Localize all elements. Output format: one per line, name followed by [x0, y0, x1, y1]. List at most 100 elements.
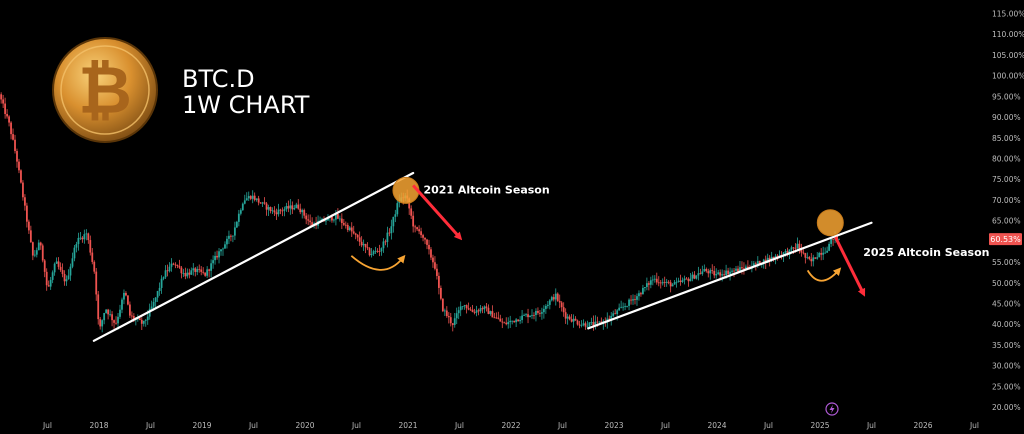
candle-body — [99, 319, 102, 327]
candle-body — [89, 240, 92, 253]
candle-body — [541, 312, 543, 314]
candle-body — [352, 231, 355, 234]
trendline — [92, 171, 415, 342]
candle-body — [281, 210, 284, 212]
candle-body — [735, 268, 737, 271]
y-tick-label: 40.00% — [992, 320, 1021, 329]
candle-body — [513, 320, 516, 323]
candle-body — [481, 308, 484, 310]
candle-body — [576, 320, 579, 325]
x-tick-label: 2019 — [192, 421, 211, 430]
candle-body — [731, 270, 733, 272]
candle-body — [626, 305, 628, 307]
annotations: 2021 Altcoin Season 2025 Altcoin Season — [423, 184, 989, 259]
candle-body — [350, 227, 353, 232]
candle-body — [610, 315, 613, 320]
annotation-label: 2021 Altcoin Season — [423, 184, 549, 197]
candle-body — [291, 205, 294, 210]
candle-body — [37, 242, 40, 251]
candle-body — [249, 196, 252, 199]
candle-body — [517, 319, 520, 322]
candle-body — [386, 232, 389, 242]
candle-body — [430, 249, 432, 258]
candle-body — [226, 238, 228, 245]
candle-body — [356, 234, 359, 238]
candle-body — [574, 318, 577, 321]
candle-body — [22, 182, 24, 198]
candle-body — [416, 227, 419, 230]
candle-body — [269, 207, 272, 212]
candle-body — [820, 252, 823, 255]
candle-body — [346, 224, 349, 231]
candle-body — [91, 252, 94, 262]
candle-body — [57, 261, 60, 267]
y-tick-label: 50.00% — [992, 279, 1021, 288]
candle-body — [651, 279, 654, 281]
candle-body — [212, 260, 214, 264]
candle-body — [511, 320, 514, 322]
candle-body — [699, 273, 702, 275]
candle-body — [45, 271, 48, 286]
y-tick-label: 100.00% — [992, 72, 1024, 81]
candle-body — [667, 281, 670, 283]
candle-body — [297, 204, 300, 209]
candle-body — [327, 217, 329, 221]
candle-body — [360, 241, 363, 246]
candle-body — [41, 245, 44, 261]
candle-body — [253, 195, 256, 200]
candle-body — [832, 238, 834, 240]
candle-body — [166, 270, 169, 272]
candle-body — [707, 271, 710, 274]
candle-body — [182, 273, 185, 274]
lightning-icon[interactable] — [825, 402, 839, 416]
candle-body — [230, 235, 232, 237]
candle-body — [772, 256, 775, 259]
candle-body — [663, 282, 666, 283]
candle-body — [661, 282, 664, 284]
candle-body — [531, 315, 533, 316]
candle-body — [655, 278, 658, 283]
y-tick-label: 20.00% — [992, 403, 1021, 412]
candle-body — [485, 306, 488, 308]
candle-body — [675, 281, 678, 283]
candle-body — [754, 263, 757, 265]
candle-body — [10, 122, 12, 135]
x-tick-label: 2020 — [295, 421, 314, 430]
candle-body — [665, 281, 668, 283]
candle-body — [420, 231, 422, 236]
candle-body — [588, 322, 591, 327]
candle-body — [758, 261, 761, 265]
candle-body — [457, 310, 460, 314]
y-tick-label: 80.00% — [992, 155, 1021, 164]
candle-body — [63, 274, 66, 282]
candle-body — [705, 269, 708, 272]
candle-body — [703, 269, 706, 272]
candle-body — [65, 279, 68, 282]
candle-body — [178, 265, 181, 268]
y-tick-label: 105.00% — [992, 51, 1024, 60]
candle-body — [103, 312, 106, 321]
candle-body — [418, 229, 420, 232]
candle-body — [4, 103, 7, 115]
candle-body — [814, 257, 817, 259]
candle-body — [388, 232, 391, 234]
candle-body — [449, 317, 452, 324]
candle-body — [311, 222, 314, 226]
candle-body — [669, 282, 672, 287]
candle-body — [285, 206, 288, 210]
candle-body — [598, 321, 601, 323]
candle-body — [186, 272, 189, 277]
candle-body — [792, 247, 795, 249]
candle-body — [681, 280, 684, 282]
candle-body — [624, 306, 626, 307]
candle-body — [372, 251, 375, 254]
candle-body — [590, 322, 593, 323]
candle-body — [119, 309, 121, 317]
candle-body — [158, 287, 161, 292]
candle-body — [235, 221, 238, 228]
candle-body — [362, 243, 365, 246]
candle-body — [537, 310, 539, 313]
candle-body — [200, 269, 203, 272]
candle-body — [142, 320, 145, 324]
candle-body — [711, 270, 714, 271]
